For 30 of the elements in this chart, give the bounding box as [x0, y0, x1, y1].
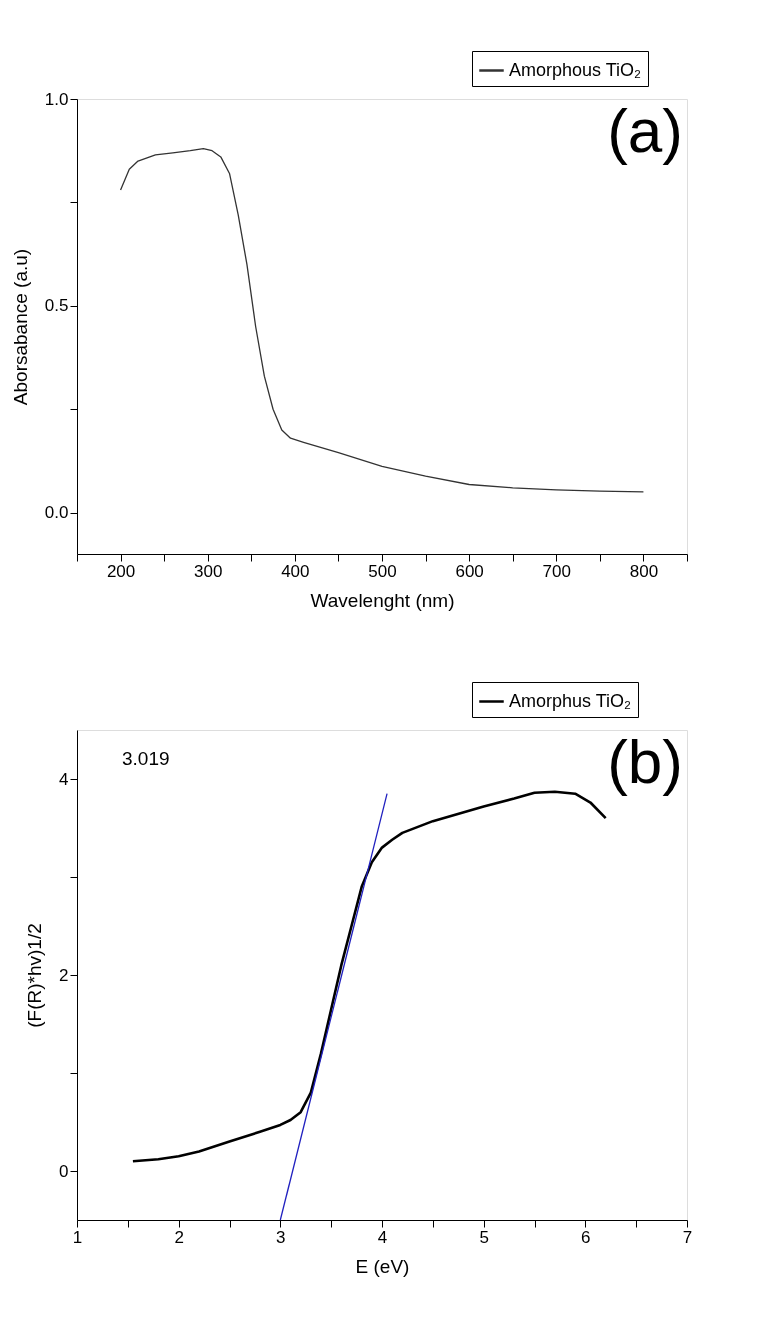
x-tick-label: 200: [106, 561, 136, 581]
annotation: 3.019: [122, 748, 170, 769]
y-tick-label: 1.0: [44, 89, 69, 109]
y-tick-label: 0.5: [44, 296, 69, 316]
x-tick-label: 500: [368, 561, 397, 581]
y-tick-label: 2: [59, 965, 69, 985]
y-tick-label: 0: [59, 1161, 69, 1181]
x-tick-label: 600: [455, 561, 484, 581]
y-axis-title: (F(R)*hv)1/2: [24, 923, 46, 1028]
x-tick-label: 2: [174, 1227, 184, 1247]
y-tick-label: 4: [59, 769, 69, 789]
x-tick-label: 400: [281, 561, 310, 581]
x-tick-label: 4: [377, 1227, 388, 1247]
x-tick-label: 800: [629, 561, 659, 581]
x-axis-title: Wavelenght (nm): [310, 589, 455, 611]
annotation: (a): [607, 96, 683, 165]
x-tick-label: 700: [542, 561, 571, 581]
x-tick-label: 1: [72, 1227, 83, 1247]
line-series: [131, 790, 607, 1163]
x-tick-label: 3: [276, 1227, 286, 1247]
y-tick-label: 0.0: [44, 503, 69, 523]
y-axis-title: Aborsabance (a.u): [9, 248, 31, 406]
x-tick-label: 300: [194, 561, 223, 581]
x-tick-label: 5: [479, 1227, 489, 1247]
x-tick-label: 6: [581, 1227, 591, 1247]
x-axis-title: E (eV): [355, 1255, 410, 1277]
legend-label: Amorphous TiO₂: [509, 59, 642, 80]
legend-label: Amorphus TiO₂: [509, 690, 632, 711]
x-tick-label: 7: [682, 1227, 693, 1247]
annotation: (b): [607, 727, 683, 796]
